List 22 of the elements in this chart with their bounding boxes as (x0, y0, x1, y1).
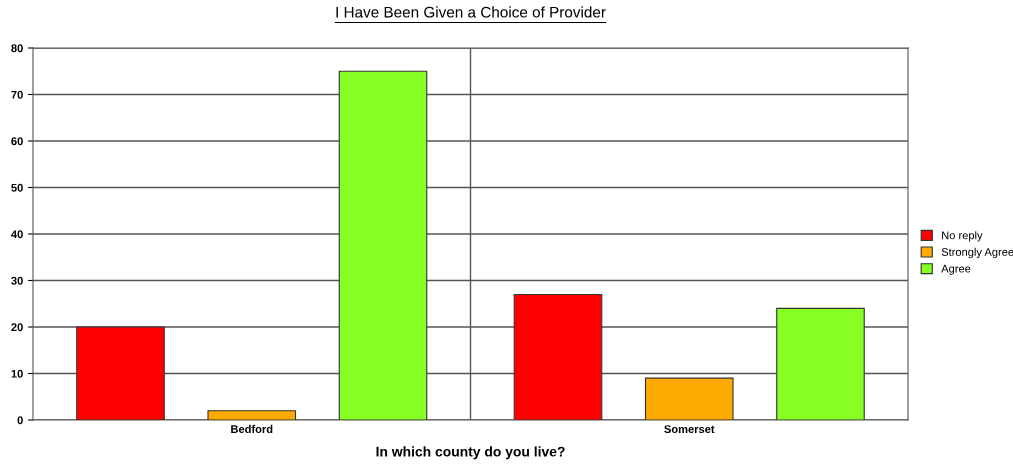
legend-label: Agree (941, 264, 971, 275)
y-tick-label: 30 (11, 276, 23, 285)
x-tick-label: Bedford (231, 424, 273, 434)
chart-title: I Have Been Given a Choice of Provider (336, 6, 606, 18)
bar (776, 307, 865, 420)
x-tick-label: Somerset (664, 425, 715, 434)
bar (338, 70, 428, 420)
legend-label: No reply (942, 231, 983, 242)
y-tick-label: 80 (11, 44, 23, 53)
y-tick-label: 50 (11, 183, 23, 192)
bar (207, 410, 297, 420)
y-tick-label: 10 (11, 369, 23, 378)
y-tick-label: 40 (11, 230, 23, 239)
bar (644, 377, 734, 420)
bar (513, 293, 603, 420)
y-tick-label: 60 (11, 137, 23, 146)
bar (76, 326, 165, 420)
x-axis-title: In which county do you live? (376, 446, 565, 460)
y-tick-label: 70 (11, 90, 23, 99)
y-tick-label: 0 (17, 416, 23, 425)
y-tick-label: 20 (11, 323, 23, 332)
legend-label: Strongly Agree (941, 247, 1013, 259)
